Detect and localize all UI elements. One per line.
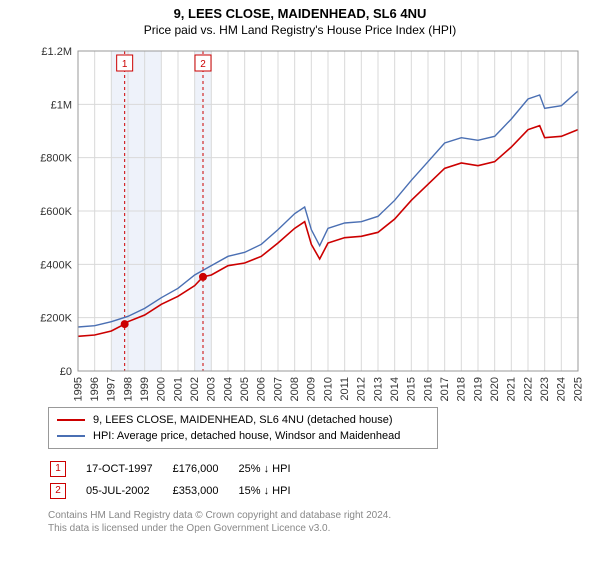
chart-title: 9, LEES CLOSE, MAIDENHEAD, SL6 4NU: [0, 6, 600, 21]
marker-price: £176,000: [173, 459, 237, 479]
svg-text:2021: 2021: [506, 377, 518, 401]
marker-date: 17-OCT-1997: [86, 459, 171, 479]
svg-text:2009: 2009: [306, 377, 318, 401]
svg-text:2025: 2025: [572, 377, 584, 401]
legend-item: HPI: Average price, detached house, Wind…: [57, 428, 429, 444]
footer: Contains HM Land Registry data © Crown c…: [48, 509, 600, 535]
svg-text:2017: 2017: [439, 377, 451, 401]
legend: 9, LEES CLOSE, MAIDENHEAD, SL6 4NU (deta…: [48, 407, 438, 449]
svg-text:£1M: £1M: [51, 99, 72, 111]
svg-text:2024: 2024: [556, 377, 568, 401]
svg-text:1: 1: [122, 59, 128, 70]
svg-text:2: 2: [200, 59, 206, 70]
svg-text:1999: 1999: [139, 377, 151, 401]
svg-text:2015: 2015: [406, 377, 418, 401]
chart-svg: £0 £200K £400K £600K £800K £1M £1.2M 1995 1996 19…: [30, 41, 590, 401]
svg-text:2007: 2007: [272, 377, 284, 401]
svg-text:2005: 2005: [239, 377, 251, 401]
table-row: 2 05-JUL-2002 £353,000 15% ↓ HPI: [50, 481, 309, 501]
marker-badge: 1: [50, 461, 66, 477]
svg-text:2000: 2000: [156, 377, 168, 401]
svg-text:2011: 2011: [339, 377, 351, 401]
svg-text:2020: 2020: [489, 377, 501, 401]
svg-text:2003: 2003: [206, 377, 218, 401]
legend-label: 9, LEES CLOSE, MAIDENHEAD, SL6 4NU (deta…: [93, 414, 393, 426]
svg-text:1997: 1997: [106, 377, 118, 401]
marker-price: £353,000: [173, 481, 237, 501]
legend-item: 9, LEES CLOSE, MAIDENHEAD, SL6 4NU (deta…: [57, 412, 429, 428]
svg-text:2018: 2018: [456, 377, 468, 401]
svg-text:2019: 2019: [472, 377, 484, 401]
svg-text:£1.2M: £1.2M: [41, 46, 72, 58]
chart-container: 9, LEES CLOSE, MAIDENHEAD, SL6 4NU Price…: [0, 6, 600, 566]
marker-delta: 15% ↓ HPI: [239, 481, 309, 501]
svg-text:2010: 2010: [322, 377, 334, 401]
marker-delta: 25% ↓ HPI: [239, 459, 309, 479]
svg-text:1998: 1998: [122, 377, 134, 401]
svg-text:1996: 1996: [89, 377, 101, 401]
marker-date: 05-JUL-2002: [86, 481, 171, 501]
footer-line: This data is licensed under the Open Gov…: [48, 522, 600, 535]
marker-badge: 2: [50, 483, 66, 499]
svg-text:2006: 2006: [256, 377, 268, 401]
svg-text:2002: 2002: [189, 377, 201, 401]
svg-text:£400K: £400K: [40, 259, 72, 271]
svg-text:£200K: £200K: [40, 313, 72, 325]
chart-subtitle: Price paid vs. HM Land Registry's House …: [0, 23, 600, 37]
table-row: 1 17-OCT-1997 £176,000 25% ↓ HPI: [50, 459, 309, 479]
svg-text:2013: 2013: [372, 377, 384, 401]
legend-label: HPI: Average price, detached house, Wind…: [93, 430, 400, 442]
legend-swatch: [57, 435, 85, 437]
legend-swatch: [57, 419, 85, 421]
svg-text:2014: 2014: [389, 377, 401, 401]
svg-text:1995: 1995: [72, 377, 84, 401]
svg-text:2023: 2023: [539, 377, 551, 401]
svg-text:2008: 2008: [289, 377, 301, 401]
svg-text:2004: 2004: [222, 377, 234, 401]
chart-plot-area: £0 £200K £400K £600K £800K £1M £1.2M 1995 1996 19…: [30, 41, 590, 401]
svg-text:2016: 2016: [422, 377, 434, 401]
footer-line: Contains HM Land Registry data © Crown c…: [48, 509, 600, 522]
svg-text:£800K: £800K: [40, 153, 72, 165]
svg-text:£0: £0: [60, 366, 72, 378]
svg-text:2022: 2022: [522, 377, 534, 401]
svg-text:2012: 2012: [356, 377, 368, 401]
marker-table: 1 17-OCT-1997 £176,000 25% ↓ HPI 2 05-JU…: [48, 457, 311, 503]
svg-text:2001: 2001: [172, 377, 184, 401]
svg-text:£600K: £600K: [40, 206, 72, 218]
